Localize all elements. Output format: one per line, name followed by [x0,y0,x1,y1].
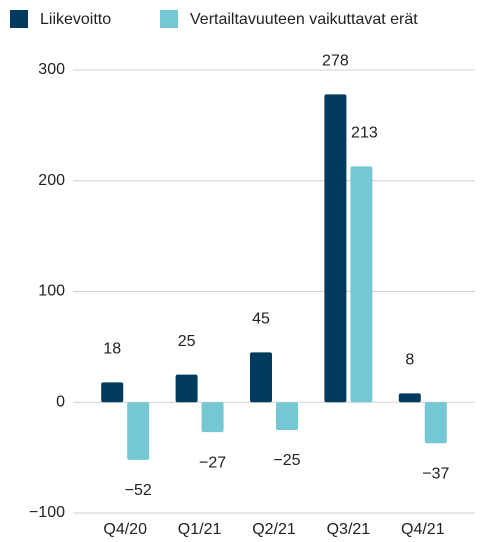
data-label: −52 [125,482,152,499]
bar [350,166,373,403]
data-label: 25 [178,333,196,350]
y-tick-label: 300 [38,61,65,78]
bar [324,94,347,403]
y-tick-label: 100 [38,283,65,300]
y-tick-label: 0 [56,393,65,410]
data-label: −27 [199,454,226,471]
bar [127,402,150,460]
data-label: 45 [252,311,270,328]
data-label: 213 [351,125,378,142]
y-tick-label: −100 [29,504,65,521]
bar [276,402,298,430]
x-tick-label: Q4/21 [401,521,445,538]
bar [424,402,447,444]
legend-label: Liikevoitto [40,11,111,28]
data-label: 278 [322,53,349,70]
x-tick-label: Q1/21 [178,521,222,538]
x-tick-label: Q2/21 [252,521,296,538]
bar [201,402,224,433]
data-label: −37 [422,465,449,482]
data-label: 8 [405,352,414,369]
bar [175,374,198,403]
x-tick-label: Q4/20 [103,521,147,538]
legend-label: Vertailtavuuteen vaikuttavat erät [190,11,418,28]
legend-swatch [10,10,28,28]
legend-swatch [160,10,178,28]
x-tick-label: Q3/21 [327,521,371,538]
bar [101,382,124,403]
bar [398,393,421,403]
bar [250,352,272,403]
y-tick-label: 200 [38,172,65,189]
data-label: −25 [273,452,300,469]
data-label: 18 [103,341,121,358]
